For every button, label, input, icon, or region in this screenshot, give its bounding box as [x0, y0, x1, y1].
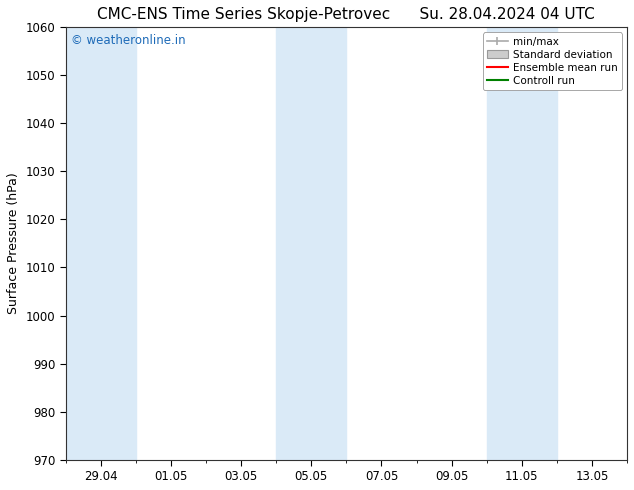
- Y-axis label: Surface Pressure (hPa): Surface Pressure (hPa): [7, 172, 20, 314]
- Bar: [66, 27, 136, 460]
- Text: © weatheronline.in: © weatheronline.in: [71, 34, 186, 47]
- Title: CMC-ENS Time Series Skopje-Petrovec      Su. 28.04.2024 04 UTC: CMC-ENS Time Series Skopje-Petrovec Su. …: [98, 7, 595, 22]
- Bar: [487, 27, 557, 460]
- Legend: min/max, Standard deviation, Ensemble mean run, Controll run: min/max, Standard deviation, Ensemble me…: [482, 32, 622, 90]
- Bar: [276, 27, 346, 460]
